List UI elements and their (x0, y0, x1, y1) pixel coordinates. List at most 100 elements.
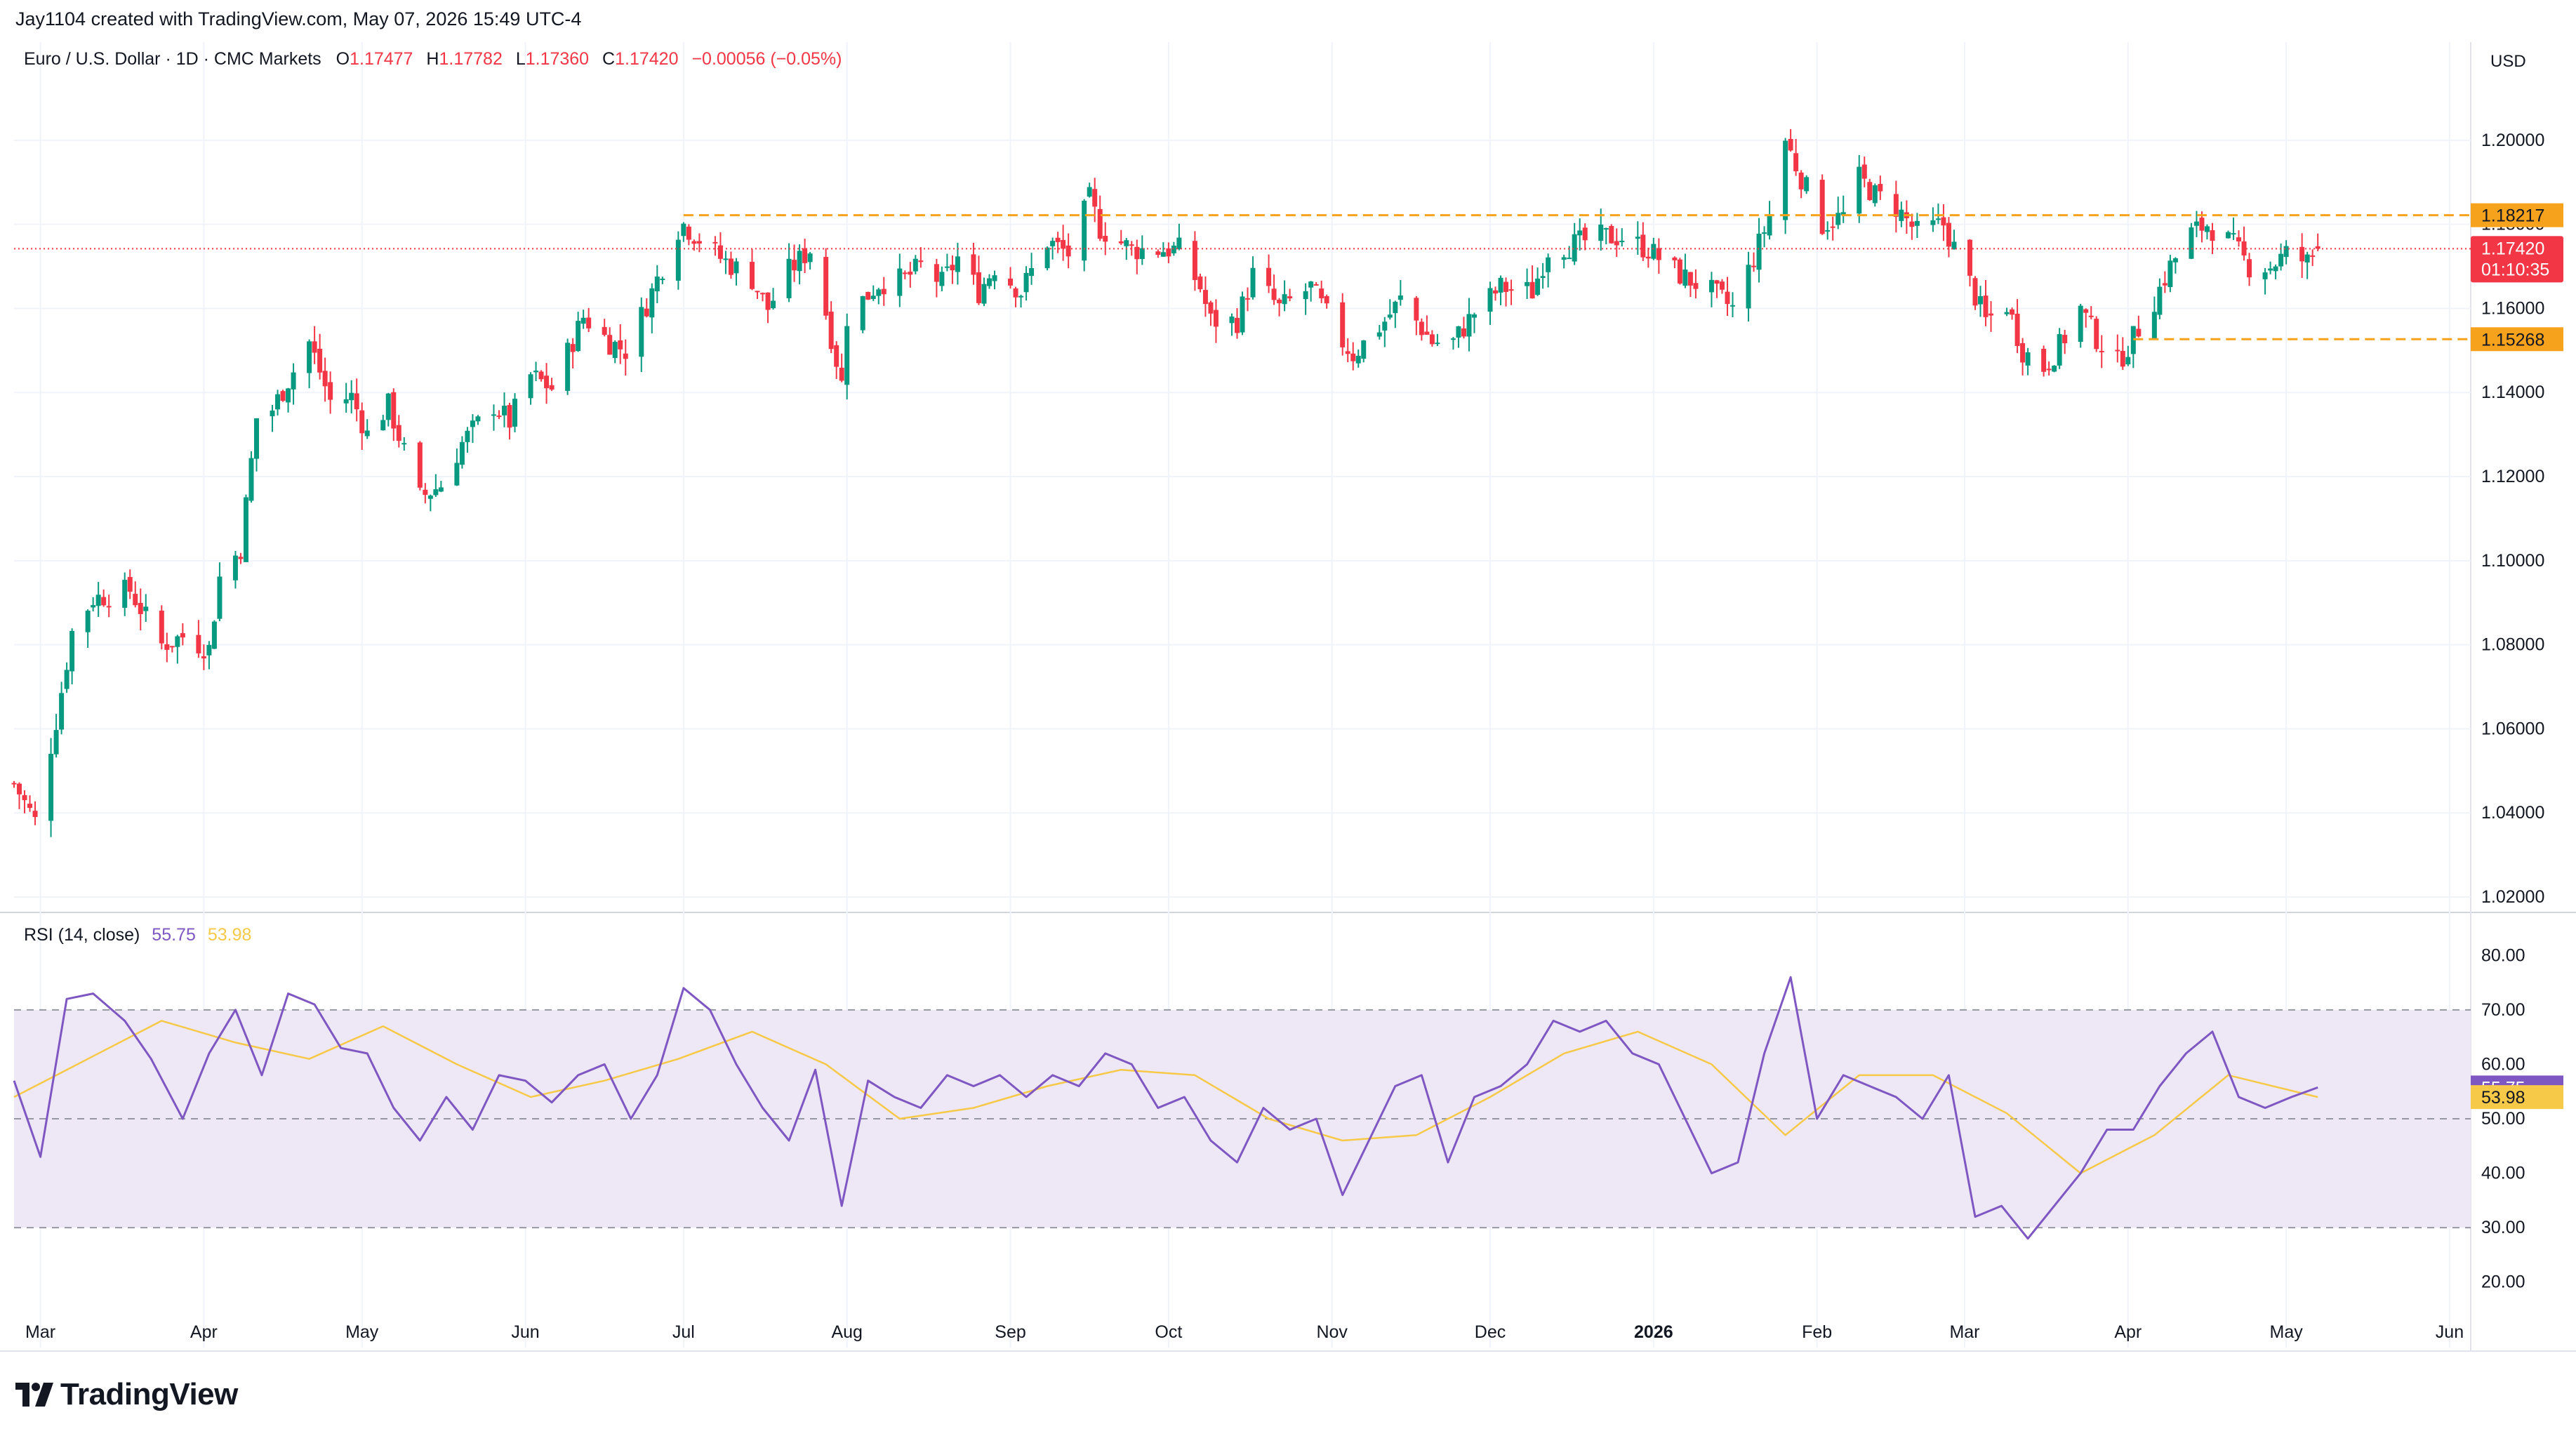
candle-body (728, 258, 733, 275)
candle-body (507, 405, 512, 428)
candle-body (496, 416, 502, 418)
candle-body (1361, 340, 1367, 359)
candle-body (475, 416, 481, 422)
candle-body (649, 288, 655, 318)
candle-body (307, 341, 312, 373)
candle-body (1277, 300, 1282, 304)
candle-body (623, 353, 628, 359)
rsi-value-text: 55.75 (152, 925, 196, 945)
candle-body (53, 730, 59, 755)
candle-body (1635, 237, 1640, 239)
candle-body (465, 430, 470, 442)
candle-body (1967, 239, 1972, 276)
candle-body (918, 260, 924, 262)
candle-body (127, 577, 133, 592)
price-tick-label: 1.02000 (2481, 887, 2544, 907)
candle-body (1682, 270, 1688, 286)
candle-body (1899, 209, 1904, 221)
candle-body (2046, 368, 2052, 371)
candle-body (1313, 284, 1319, 286)
candle-body (143, 606, 149, 611)
candle-body (1208, 302, 1214, 314)
candle-body (364, 430, 370, 437)
candle-body (1029, 267, 1035, 277)
candle-body (2157, 286, 2163, 315)
close-label: C (602, 49, 616, 69)
candle-body (2004, 312, 2010, 314)
candle-body (1082, 200, 1087, 261)
candle-body (2189, 227, 2194, 259)
candle-body (2162, 283, 2167, 286)
candle-body (1687, 272, 1693, 286)
candle-body (2094, 319, 2099, 350)
candle-body (1909, 221, 1915, 227)
candle-body (876, 289, 882, 296)
candle-body (1308, 281, 1314, 288)
candle-body (1303, 291, 1308, 300)
candle-body (354, 393, 359, 410)
candle-body (2262, 272, 2268, 279)
candle-body (828, 312, 834, 350)
candle-body (902, 272, 908, 274)
candle-body (2115, 350, 2120, 352)
candle-body (1213, 310, 1219, 327)
candle-body (2210, 230, 2215, 241)
candle-body (755, 291, 760, 293)
candle-body (1023, 272, 1029, 293)
candle-body (1941, 217, 1946, 226)
candle-body (286, 388, 291, 403)
candle-body (501, 406, 507, 416)
price-tick-label: 1.04000 (2481, 803, 2544, 823)
rsi-tick-label: 40.00 (2481, 1164, 2525, 1183)
candle-body (1561, 257, 1567, 260)
candle-body (1461, 328, 1466, 337)
candle-body (797, 251, 802, 272)
candle-body (180, 633, 185, 638)
candle-body (1487, 288, 1493, 312)
candle-body (1160, 252, 1166, 257)
candle-body (1693, 283, 1699, 289)
candle-body (396, 425, 401, 441)
candle-body (1419, 321, 1424, 335)
candle-body (1830, 226, 1835, 228)
candle-body (470, 420, 475, 427)
currency-label[interactable]: USD (2490, 52, 2526, 71)
candle-body (586, 317, 592, 328)
candle-body (771, 300, 776, 309)
candle-body (1245, 298, 1251, 300)
candle-body (1525, 281, 1530, 286)
change-value: −0.00056 (−0.05%) (691, 49, 842, 69)
rsi-title: RSI (14, close) (24, 925, 140, 945)
attribution-text: Jay1104 created with TradingView.com, Ma… (15, 8, 582, 29)
candle-body (22, 795, 27, 801)
candle-body (1793, 153, 1799, 171)
candle-body (1872, 185, 1878, 204)
price-tick-label: 1.12000 (2481, 467, 2544, 486)
candle-body (1540, 276, 1546, 279)
time-tick-label: Jul (672, 1322, 695, 1342)
candle-body (401, 443, 407, 445)
tradingview-logo-icon (15, 1383, 53, 1407)
candle-body (2088, 315, 2094, 317)
candle-body (48, 754, 54, 821)
candle-body (865, 291, 871, 300)
time-tick-label: Mar (25, 1322, 55, 1342)
candle-body (2167, 260, 2173, 288)
candle-body (438, 487, 444, 492)
candle-body (1725, 291, 1730, 305)
candle-body (2310, 255, 2316, 257)
countdown-label: 01:10:35 (2481, 260, 2549, 279)
candle-body (69, 630, 75, 672)
candle-body (1397, 295, 1403, 300)
candle-body (2052, 366, 2057, 372)
tradingview-logo[interactable]: TradingView (15, 1377, 238, 1412)
candle-body (1065, 245, 1071, 257)
candle-body (976, 272, 981, 303)
candle-body (1708, 279, 1714, 293)
candle-body (317, 348, 323, 373)
candle-body (533, 371, 539, 373)
candle-body (1835, 213, 1841, 225)
candle-body (1508, 289, 1514, 291)
candle-body (2193, 221, 2199, 226)
